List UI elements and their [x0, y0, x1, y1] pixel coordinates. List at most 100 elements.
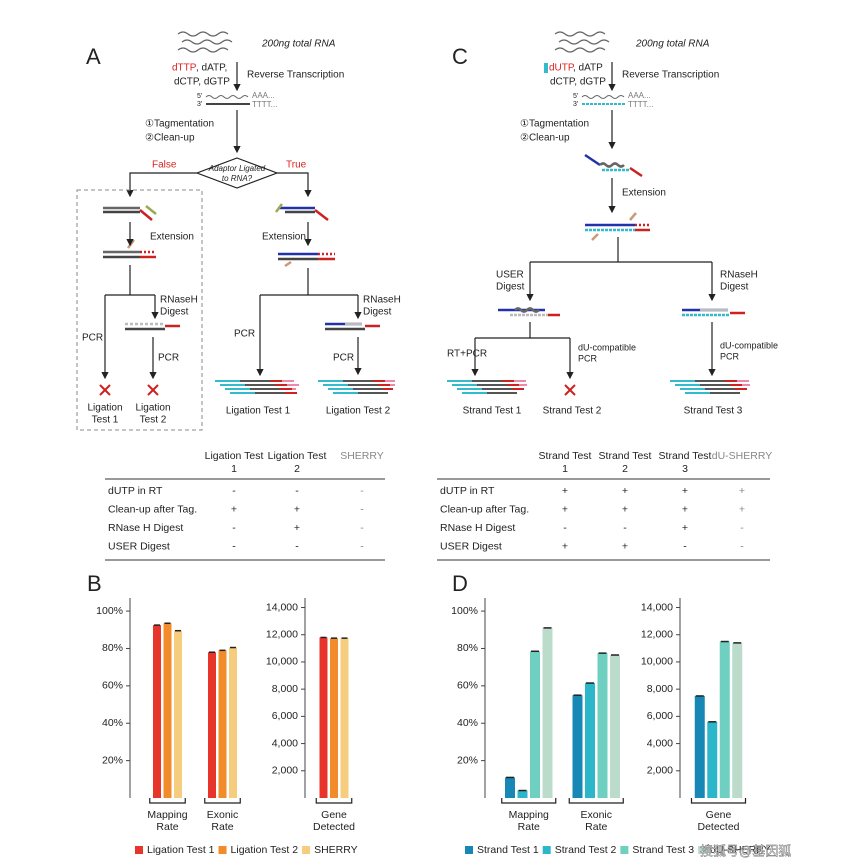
step: ②Clean-up: [520, 133, 570, 144]
x-tick-label: Gene Detected: [697, 809, 739, 833]
table-cell: +: [231, 503, 237, 515]
bar: [229, 647, 237, 798]
row-label: dUTP in RT: [440, 485, 495, 497]
table-cell: -: [683, 540, 687, 552]
bar: [572, 695, 583, 798]
step: RNaseH: [720, 270, 758, 281]
table-cell: +: [562, 485, 568, 497]
nucleotide: dUTP: [549, 63, 575, 74]
bar: [163, 623, 172, 798]
table-header: Strand Test 2: [599, 450, 652, 475]
y-tick-label: 4,000: [647, 737, 673, 749]
legend-swatch: [302, 846, 311, 854]
outcome: Strand Test 2: [543, 406, 602, 417]
step: PCR: [720, 351, 740, 361]
table-cell: -: [232, 540, 236, 552]
bar: [218, 650, 227, 798]
y-tick-label: 4,000: [272, 737, 298, 749]
row-label: RNase H Digest: [108, 522, 183, 534]
nucleotide: dCTP, dGTP: [174, 77, 230, 88]
step: ②Clean-up: [145, 133, 195, 144]
legend-label: Ligation Test 1: [147, 844, 215, 856]
outcome: Strand Test 1: [463, 406, 522, 417]
rna-squiggles: [177, 31, 233, 53]
legend-swatch: [542, 846, 551, 854]
category-bracket: [568, 798, 624, 804]
legend-label: dU-SHERRY: [710, 844, 771, 856]
du-icon: [544, 63, 548, 73]
poly-t: TTTT...: [628, 100, 653, 109]
bar: [597, 653, 608, 798]
watermark: 搜狐号@基因狐: [700, 843, 791, 858]
table-cell: -: [232, 485, 236, 497]
y-tick-label: 12,000: [266, 629, 298, 641]
table-cell: +: [739, 503, 745, 515]
table-header: Ligation Test 1: [205, 450, 264, 475]
outcome: Test 2: [140, 415, 167, 426]
step: RT+PCR: [447, 349, 487, 360]
table-cell: -: [740, 540, 744, 552]
table-cell: +: [294, 503, 300, 515]
legend-swatch: [620, 846, 629, 854]
table-cell: +: [739, 485, 745, 497]
y-tick-label: 2,000: [647, 765, 673, 777]
bar: [542, 627, 553, 798]
step: RNaseH: [363, 295, 401, 306]
table-header: dU-SHERRY: [712, 450, 773, 462]
branch: [105, 265, 155, 296]
step: ①Tagmentation: [145, 119, 214, 130]
poly-a: AAA...: [628, 91, 651, 100]
table-cell: +: [682, 485, 688, 497]
branch: [475, 322, 570, 339]
y-tick-label: 20%: [102, 754, 123, 766]
nucleotide: dCTP, dGTP: [550, 77, 606, 88]
category-bracket: [690, 798, 747, 804]
table-cell: +: [622, 485, 628, 497]
end: 5': [573, 93, 578, 100]
y-tick-label: 2,000: [272, 765, 298, 777]
end: 3': [197, 101, 202, 108]
legend-swatch: [218, 846, 227, 854]
decision-box: [195, 157, 279, 189]
legend-label: Strand Test 2: [555, 844, 617, 856]
end: 5': [197, 93, 202, 100]
y-tick-label: 14,000: [641, 601, 673, 613]
step: Extension: [150, 232, 194, 243]
category-bracket: [149, 798, 186, 804]
bar: [208, 652, 216, 798]
row-label: RNase H Digest: [440, 522, 515, 534]
step: Digest: [496, 282, 525, 293]
step: RNaseH: [160, 295, 198, 306]
step: PCR: [82, 333, 103, 344]
end: 3': [573, 101, 578, 108]
y-tick-label: 10,000: [641, 656, 673, 668]
arrow: [126, 172, 197, 198]
step: USER: [496, 270, 524, 281]
y-tick-label: 14,000: [266, 601, 298, 613]
arrow: [277, 172, 312, 198]
table-cell: -: [360, 485, 364, 497]
y-tick-label: 10,000: [266, 656, 298, 668]
bar: [340, 638, 349, 798]
legend-label: Ligation Test 2: [231, 844, 299, 856]
bar: [330, 638, 338, 798]
branch: [530, 237, 712, 263]
table-cell: +: [682, 522, 688, 534]
library-stack: [447, 380, 750, 394]
panel-label: C: [452, 44, 468, 69]
bar: [153, 625, 161, 798]
x-tick-label: Gene Detected: [313, 809, 355, 833]
strand: [275, 203, 380, 331]
step: Reverse Transcription: [247, 70, 344, 81]
y-tick-label: 20%: [457, 754, 478, 766]
table-cell: -: [295, 485, 299, 497]
rna: [205, 95, 249, 99]
row-label: Clean-up after Tag.: [440, 503, 529, 515]
bar: [694, 695, 705, 798]
step: Extension: [262, 232, 306, 243]
x-tick-label: Mapping Rate: [147, 809, 187, 833]
y-tick-label: 6,000: [272, 710, 298, 722]
outcome: Ligation Test 2: [326, 406, 391, 417]
rna: [581, 95, 625, 99]
